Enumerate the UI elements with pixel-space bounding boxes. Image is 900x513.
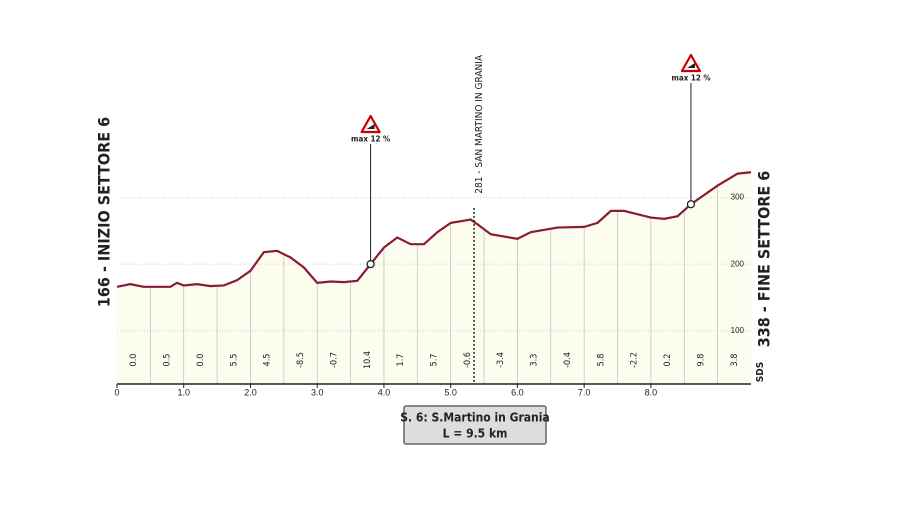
climb-marker: [366, 260, 375, 269]
gradient-label: 0.5: [163, 354, 173, 367]
gradient-label: -2.2: [630, 352, 640, 368]
gradient-label: 10.4: [363, 351, 373, 369]
gradient-label: -0.6: [463, 352, 473, 368]
gradient-label: -3.4: [496, 352, 506, 368]
y-tick-label: 300: [731, 193, 745, 202]
gradient-label: -0.4: [563, 352, 573, 368]
x-tick-label: 8.0: [645, 387, 658, 397]
info-length: L = 9.5 km: [443, 427, 508, 441]
area-fill: [117, 172, 751, 384]
x-tick-label: 1.0: [177, 387, 190, 397]
gradient-label: 5.5: [229, 354, 239, 367]
climb-icon-inner: [686, 63, 695, 68]
x-tick-label: 2.0: [244, 387, 257, 397]
profile-line: [116, 171, 752, 288]
gradient-label: 5.7: [430, 354, 440, 367]
x-tick-label: 7.0: [578, 387, 591, 397]
x-tick-label: 4.0: [378, 387, 391, 397]
gradient-label: 0.0: [129, 354, 139, 367]
gradient-label: 0.2: [663, 354, 673, 367]
gradient-label: 0.0: [196, 354, 206, 367]
y-tick-label: 100: [731, 326, 745, 335]
gradient-label: 3.8: [730, 354, 740, 367]
start-label: 166 - INIZIO SETTORE 6: [95, 117, 114, 307]
info-title: S. 6: S.Martino in Grania: [400, 411, 549, 425]
y-tick-label: 200: [731, 259, 745, 268]
x-tick-label: 5.0: [444, 387, 457, 397]
x-tick-label: 3.0: [311, 387, 324, 397]
waypoint-label: 281 - SAN MARTINO IN GRANIA: [474, 54, 485, 194]
gradient-label: -8.5: [296, 352, 306, 368]
info-box: [403, 405, 547, 445]
x-tick-label: 0: [114, 387, 119, 397]
logo: SDS: [755, 362, 766, 382]
x-tick-label: 6.0: [511, 387, 524, 397]
climb-icon: [680, 53, 702, 73]
climb-icon-inner: [366, 124, 375, 129]
climb-icon: [360, 114, 381, 134]
gradient-label: 5.8: [596, 354, 606, 367]
gradient-label: 3.3: [530, 354, 540, 367]
gradient-label: -0.7: [329, 352, 339, 368]
climb-label: max 12 %: [351, 135, 390, 144]
end-label: 338 - FINE SETTORE 6: [755, 171, 774, 348]
climb-label: max 12 %: [671, 74, 710, 83]
gradient-label: 4.5: [263, 354, 273, 367]
gradient-label: 1.7: [396, 354, 406, 367]
gradient-label: 9.8: [696, 354, 706, 367]
climb-marker: [686, 200, 696, 209]
